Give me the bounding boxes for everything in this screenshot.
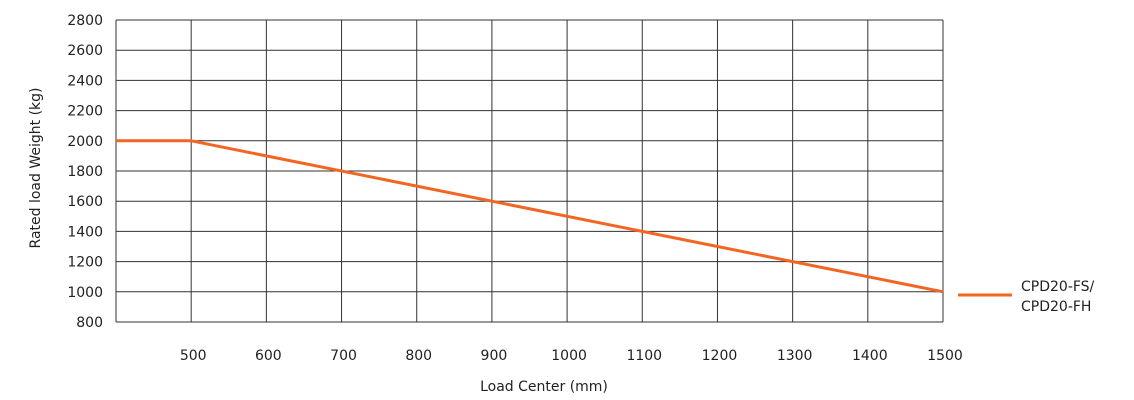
legend-label: CPD20-FH (1021, 299, 1091, 315)
legend-label: CPD20-FS/ (1021, 279, 1095, 295)
x-axis-ticks: 500 600 700 800 900 1000 1100 1200 1300 1400 1500 (180, 348, 963, 364)
y-tick-label: 2400 (67, 73, 103, 89)
x-tick-label: 1000 (551, 348, 587, 364)
y-tick-label: 2800 (67, 13, 103, 29)
y-tick-label: 1000 (67, 285, 103, 301)
grid (115, 19, 944, 323)
y-axis-title: Rated load Weight (kg) (28, 88, 44, 249)
x-tick-label: 1300 (777, 348, 813, 364)
y-tick-label: 800 (76, 315, 103, 331)
x-tick-label: 1400 (852, 348, 888, 364)
y-tick-label: 2600 (67, 43, 103, 59)
x-tick-label: 1500 (927, 348, 963, 364)
x-tick-label: 600 (255, 348, 282, 364)
y-tick-label: 1800 (67, 164, 103, 180)
x-tick-label: 1100 (626, 348, 662, 364)
series-layer (116, 139, 944, 294)
y-tick-label: 2200 (67, 104, 103, 120)
x-tick-label: 1200 (702, 348, 738, 364)
legend: CPD20-FS/CPD20-FH (958, 279, 1095, 315)
x-tick-label: 700 (330, 348, 357, 364)
y-tick-label: 1400 (67, 224, 103, 240)
x-tick-label: 500 (180, 348, 207, 364)
y-tick-label: 1200 (67, 255, 103, 271)
y-tick-label: 1600 (67, 194, 103, 210)
x-tick-label: 800 (405, 348, 432, 364)
y-axis-ticks: 800 1000 1200 1400 1600 1800 2000 2200 2400 2600 2… (67, 13, 103, 331)
series-line (116, 139, 944, 294)
x-tick-label: 900 (481, 348, 508, 364)
y-tick-label: 2000 (67, 134, 103, 150)
x-axis-title: Load Center (mm) (480, 379, 608, 395)
